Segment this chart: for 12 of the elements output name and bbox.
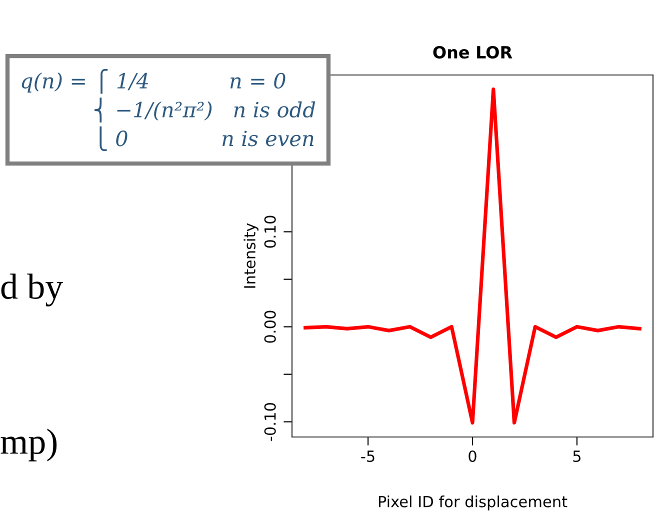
x-tick-label: 5 [573, 450, 580, 462]
y-tick-label: 0.10 [264, 216, 276, 248]
y-axis-title: Intensity [244, 223, 258, 288]
y-tick-label: 0.00 [264, 310, 276, 343]
y-tick-label: -0.10 [264, 403, 276, 441]
x-axis-title: Pixel ID for displacement [378, 496, 568, 510]
x-tick-label: 0 [468, 450, 476, 462]
text: d by [1, 274, 64, 306]
annotation: q(n) = ⎧ 1/4 n = 0 ⎨ −1/(n²π²) n is odd ⎩ 0 n is even [22, 68, 316, 152]
x-tick-label: -5 [361, 450, 374, 462]
chart-title: One LOR [433, 46, 512, 59]
text: mp) [0, 428, 57, 462]
